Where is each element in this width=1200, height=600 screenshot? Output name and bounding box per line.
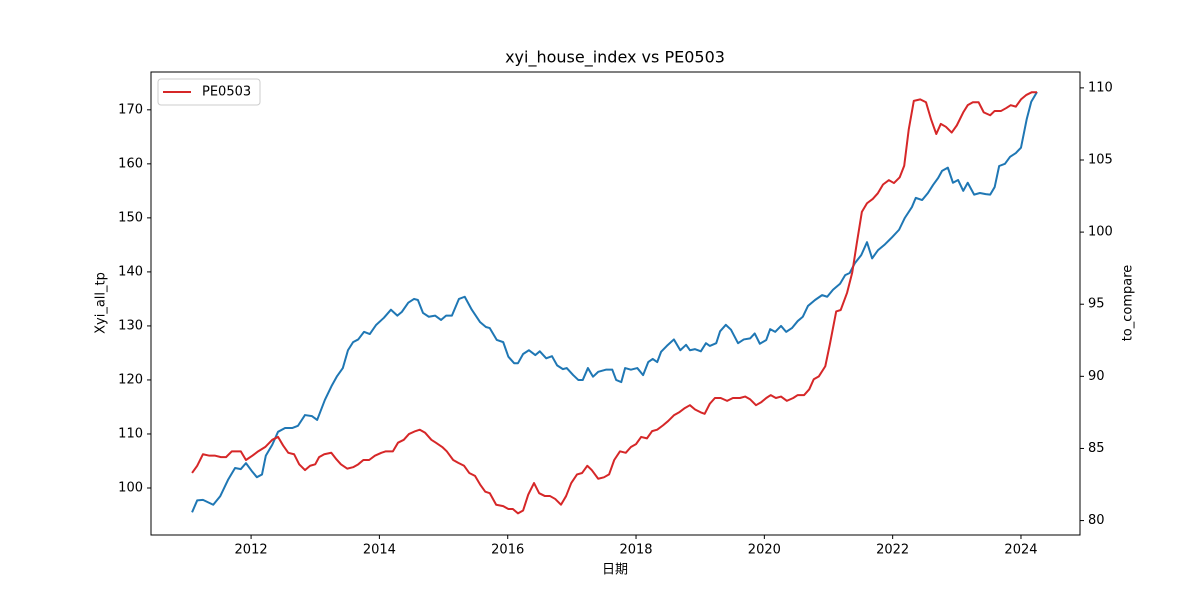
x-axis-label: 日期 <box>602 563 628 578</box>
y2-tick-label: 90 <box>1088 369 1105 384</box>
y2-tick-label: 80 <box>1088 513 1105 528</box>
legend-box <box>157 78 261 106</box>
series-line <box>191 91 1038 513</box>
y-tick-label: 150 <box>118 210 143 225</box>
y-axis-label: Xyi_all_tp <box>94 272 109 334</box>
y2-tick-label: 100 <box>1088 225 1113 240</box>
x-tick-label: 2018 <box>619 543 652 558</box>
y-tick-label: 110 <box>118 426 143 441</box>
x-tick-label: 2016 <box>491 543 524 558</box>
y-tick-label: 160 <box>118 156 143 171</box>
legend-label: PE0503 <box>202 85 251 100</box>
x-tick-label: 2014 <box>363 543 396 558</box>
x-tick-label: 2024 <box>1004 543 1037 558</box>
y2-tick-label: 95 <box>1088 297 1105 312</box>
x-tick-label: 2020 <box>748 543 781 558</box>
y-tick-label: 120 <box>118 372 143 387</box>
y-tick-label: 170 <box>118 102 143 117</box>
y-tick-label: 100 <box>118 480 143 495</box>
x-tick-label: 2012 <box>235 543 268 558</box>
x-tick-label: 2022 <box>876 543 909 558</box>
y-tick-label: 130 <box>118 318 143 333</box>
y2-axis-label: to_compare <box>1121 265 1136 342</box>
series-line <box>191 91 1038 515</box>
y2-tick-label: 85 <box>1088 441 1105 456</box>
y2-tick-label: 110 <box>1088 80 1113 95</box>
y-tick-label: 140 <box>118 264 143 279</box>
y2-tick-label: 105 <box>1088 152 1113 167</box>
plot-frame <box>150 71 1081 536</box>
chart-title: xyi_house_index vs PE0503 <box>505 48 725 68</box>
